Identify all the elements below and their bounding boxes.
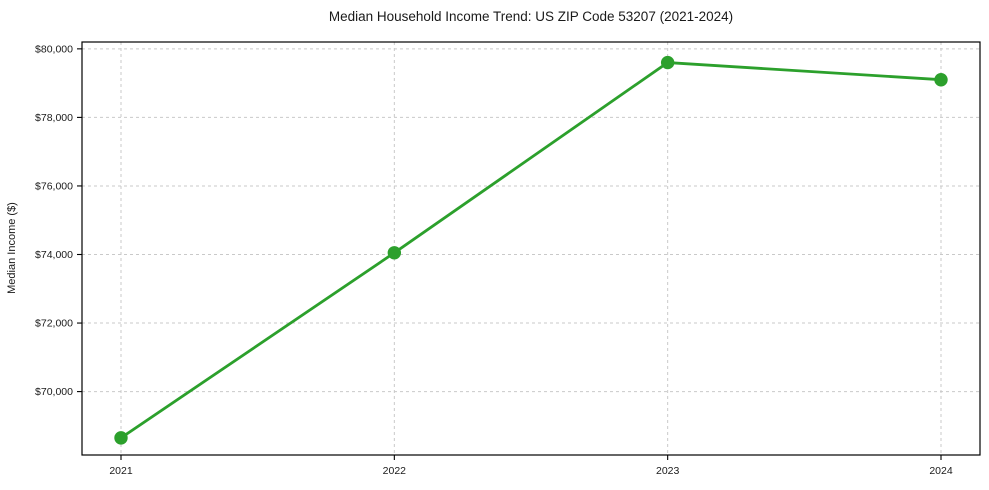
x-tick-label: 2021 (109, 465, 133, 477)
axis-tick-marks (77, 48, 942, 460)
y-tick-label: $70,000 (35, 386, 73, 398)
plot-frame (81, 41, 981, 456)
data-point-marker (660, 55, 675, 70)
data-point-marker (934, 73, 948, 87)
y-tick-label: $72,000 (35, 318, 73, 330)
series-line (119, 61, 943, 440)
income-line-series (114, 55, 948, 445)
y-tick-label: $78,000 (35, 112, 73, 124)
axis-tick-labels: $70,000 $72,000 $74,000 $76,000 $78,000 $80,0… (35, 43, 953, 477)
y-axis-label: Median Income ($) (6, 202, 18, 294)
x-tick-label: 2022 (383, 465, 407, 477)
y-tick-label: $74,000 (35, 249, 73, 261)
x-tick-label: 2023 (656, 465, 680, 477)
y-tick-label: $76,000 (35, 181, 73, 193)
y-tick-label: $80,000 (35, 43, 73, 55)
gridlines (82, 42, 980, 455)
x-tick-label: 2024 (929, 465, 953, 477)
chart-title: Median Household Income Trend: US ZIP Co… (329, 9, 733, 24)
data-point-marker (114, 431, 128, 445)
data-point-marker (387, 246, 402, 260)
